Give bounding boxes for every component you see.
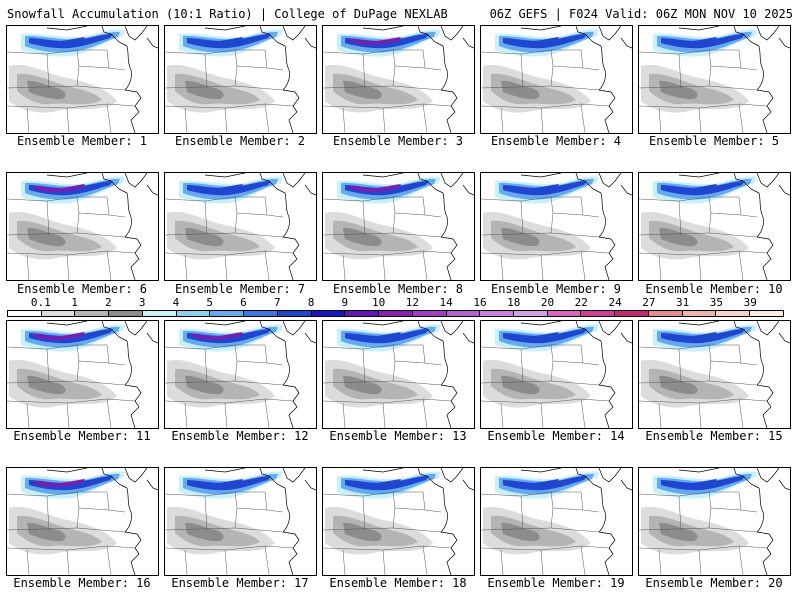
legend-swatch <box>514 311 548 316</box>
ensemble-member-label: Ensemble Member: 19 <box>487 576 625 590</box>
ensemble-member-label: Ensemble Member: 2 <box>174 134 306 148</box>
color-legend <box>7 310 784 317</box>
ensemble-member-map <box>6 320 159 429</box>
legend-swatch <box>446 311 481 316</box>
legend-swatch <box>244 311 278 316</box>
ensemble-member-map <box>322 172 475 281</box>
ensemble-member-map <box>480 320 633 429</box>
legend-tick-label: 22 <box>574 296 588 309</box>
ensemble-member-label: Ensemble Member: 13 <box>329 429 467 443</box>
ensemble-member-label: Ensemble Member: 15 <box>645 429 783 443</box>
legend-swatch <box>716 311 751 316</box>
ensemble-member-map <box>322 25 475 134</box>
ensemble-member-label: Ensemble Member: 9 <box>490 282 622 296</box>
map-title: Snowfall Accumulation (10:1 Ratio) | Col… <box>7 7 448 21</box>
legend-swatch <box>75 311 110 316</box>
ensemble-member-map <box>638 467 791 576</box>
ensemble-member-label: Ensemble Member: 8 <box>332 282 464 296</box>
legend-tick-label: 12 <box>405 296 420 309</box>
legend-tick-label: 3 <box>138 296 146 309</box>
legend-tick-label: 20 <box>540 296 555 309</box>
ensemble-member-label: Ensemble Member: 16 <box>13 576 151 590</box>
legend-swatch <box>581 311 616 316</box>
ensemble-member-label: Ensemble Member: 12 <box>171 429 309 443</box>
legend-swatch <box>682 311 717 316</box>
ensemble-member-map <box>638 172 791 281</box>
legend-swatch <box>311 311 346 316</box>
legend-tick-label: 10 <box>371 296 386 309</box>
ensemble-member-label: Ensemble Member: 11 <box>13 429 151 443</box>
ensemble-member-label: Ensemble Member: 7 <box>174 282 306 296</box>
ensemble-member-map <box>480 25 633 134</box>
legend-tick-label: 31 <box>676 296 690 309</box>
ensemble-member-map <box>322 467 475 576</box>
legend-swatch <box>615 311 649 316</box>
legend-tick-label: 14 <box>439 296 453 309</box>
legend-swatch <box>547 311 582 316</box>
legend-tick-label: 16 <box>473 296 487 309</box>
ensemble-member-map <box>638 25 791 134</box>
legend-tick-label: 5 <box>206 296 213 309</box>
legend-swatch <box>109 311 143 316</box>
legend-swatch <box>412 311 447 316</box>
ensemble-member-label: Ensemble Member: 6 <box>16 282 148 296</box>
legend-swatch <box>8 311 42 316</box>
legend-tick-label: 7 <box>273 296 281 309</box>
ensemble-member-label: Ensemble Member: 17 <box>171 576 309 590</box>
legend-swatch <box>480 311 515 316</box>
run-info: 06Z GEFS | F024 Valid: 06Z MON NOV 10 20… <box>489 7 793 21</box>
ensemble-member-label: Ensemble Member: 5 <box>648 134 780 148</box>
legend-tick-label: 27 <box>642 296 656 309</box>
ensemble-member-map <box>164 172 317 281</box>
legend-swatch <box>345 311 380 316</box>
ensemble-member-label: Ensemble Member: 14 <box>487 429 625 443</box>
legend-swatch <box>176 311 211 316</box>
legend-tick-label: 0.1 <box>30 296 51 309</box>
ensemble-member-map <box>164 25 317 134</box>
legend-swatch <box>379 311 413 316</box>
ensemble-member-map <box>164 467 317 576</box>
legend-tick-label: 4 <box>172 296 180 309</box>
ensemble-member-map <box>164 320 317 429</box>
legend-tick-label: 6 <box>240 296 247 309</box>
legend-swatch <box>648 311 683 316</box>
legend-tick-label: 39 <box>743 296 757 309</box>
legend-swatch <box>750 311 783 316</box>
ensemble-member-map <box>6 467 159 576</box>
ensemble-member-map <box>322 320 475 429</box>
legend-swatch <box>277 311 312 316</box>
legend-tick-label: 9 <box>341 296 349 309</box>
ensemble-member-label: Ensemble Member: 3 <box>332 134 464 148</box>
legend-tick-label: 2 <box>105 296 112 309</box>
ensemble-member-map <box>638 320 791 429</box>
ensemble-member-map <box>6 25 159 134</box>
legend-tick-label: 35 <box>709 296 724 309</box>
legend-tick-label: 1 <box>71 296 78 309</box>
ensemble-member-label: Ensemble Member: 4 <box>490 134 622 148</box>
legend-labels: 0.1 1 2 3 4 5 6 7 8 9 10 12 14 16 18 20 22 24 27 31 35 39 <box>0 296 800 309</box>
ensemble-member-label: Ensemble Member: 18 <box>329 576 467 590</box>
legend-tick-label: 8 <box>307 296 315 309</box>
ensemble-member-label: Ensemble Member: 20 <box>645 576 783 590</box>
legend-swatch <box>142 311 177 316</box>
legend-swatch <box>210 311 245 316</box>
ensemble-member-map <box>480 172 633 281</box>
ensemble-member-map <box>480 467 633 576</box>
ensemble-member-map <box>6 172 159 281</box>
ensemble-member-label: Ensemble Member: 10 <box>645 282 783 296</box>
legend-tick-label: 18 <box>507 296 521 309</box>
ensemble-member-label: Ensemble Member: 1 <box>16 134 148 148</box>
legend-swatch <box>41 311 76 316</box>
legend-tick-label: 24 <box>608 296 622 309</box>
